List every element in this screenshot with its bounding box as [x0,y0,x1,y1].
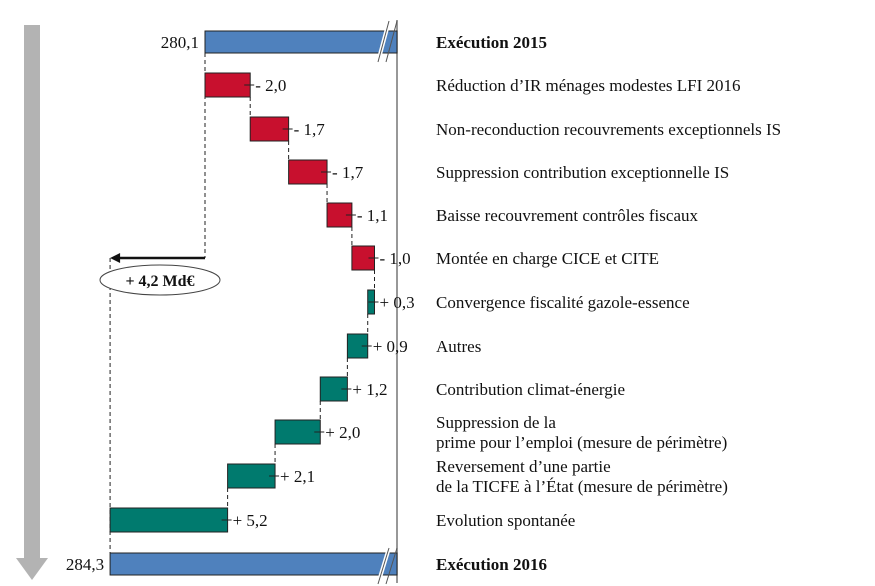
value-label: - 1,0 [380,249,411,268]
category-label: Suppression de la prime pour l’emploi (me… [436,413,727,452]
category-label-end: Exécution 2016 [436,555,547,574]
value-label: + 0,9 [373,337,408,356]
direction-arrow-head [16,558,48,580]
category-label: Suppression contribution exceptionnelle … [436,163,729,182]
total-value-start: 280,1 [161,33,199,52]
total-bar-start [204,30,398,54]
value-label: + 5,2 [233,511,268,530]
axis-break-line [377,20,390,63]
value-label: + 2,1 [280,467,315,486]
value-label: - 1,7 [294,120,326,139]
category-label: Reversement d’une partie de la TICFE à l’… [436,457,728,496]
axis-break-line [385,20,398,63]
difference-arrow-head [110,253,121,263]
axis-break-line [385,547,398,585]
category-label: Non-reconduction recouvrements exception… [436,120,781,139]
value-label: + 1,2 [352,380,387,399]
annotation-label: + 4,2 Md€ [125,273,194,290]
category-label: Contribution climat-énergie [436,380,625,399]
category-label: Evolution spontanée [436,511,575,530]
category-label: Autres [436,337,481,356]
category-label: Montée en charge CICE et CITE [436,249,659,268]
total-bar-end [109,552,398,576]
value-label: - 1,7 [332,163,364,182]
category-label: Réduction d’IR ménages modestes LFI 2016 [436,76,741,95]
bar-positive [274,419,321,445]
value-label: + 0,3 [380,293,415,312]
bar-negative [249,116,290,142]
direction-arrow-shaft [24,25,40,560]
value-label: - 2,0 [255,76,286,95]
category-label: Baisse recouvrement contrôles fiscaux [436,206,698,225]
total-value-end: 284,3 [66,555,104,574]
axis-break-line [377,547,390,585]
value-label: + 2,0 [325,423,360,442]
annotation-ellipse [99,264,221,296]
bar-negative [204,72,251,98]
value-label: - 1,1 [357,206,388,225]
bar-positive [227,463,276,489]
category-label: Convergence fiscalité gazole-essence [436,293,690,312]
bar-positive [109,507,229,533]
category-label-start: Exécution 2015 [436,33,547,52]
